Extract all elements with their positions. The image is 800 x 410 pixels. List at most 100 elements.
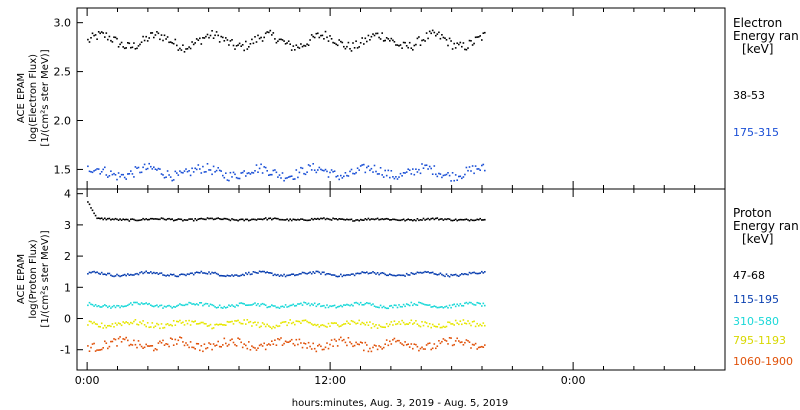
data-point bbox=[212, 37, 215, 39]
data-point bbox=[245, 40, 247, 43]
data-point bbox=[292, 321, 295, 324]
data-point bbox=[209, 323, 212, 326]
proton-ylabel: ACE EPAM log(Proton Flux) [1/(cm²s ster … bbox=[16, 230, 51, 327]
data-point bbox=[277, 306, 279, 309]
data-point bbox=[433, 31, 436, 34]
data-point bbox=[174, 219, 177, 221]
data-point bbox=[269, 173, 272, 176]
data-point bbox=[375, 32, 377, 35]
data-point bbox=[251, 273, 253, 275]
data-point bbox=[281, 305, 284, 308]
data-point bbox=[307, 44, 310, 46]
data-point bbox=[151, 272, 154, 275]
data-point bbox=[249, 304, 252, 306]
data-point bbox=[133, 320, 135, 323]
data-point bbox=[277, 338, 279, 340]
data-point bbox=[438, 218, 440, 221]
data-point bbox=[294, 344, 296, 347]
data-point bbox=[419, 44, 422, 46]
data-point bbox=[192, 321, 195, 323]
data-point bbox=[237, 337, 239, 339]
data-point bbox=[467, 47, 469, 49]
data-point bbox=[292, 178, 295, 180]
data-point bbox=[447, 343, 449, 345]
data-point bbox=[474, 219, 477, 221]
data-point bbox=[231, 320, 233, 323]
data-point bbox=[197, 39, 200, 41]
data-point bbox=[451, 323, 454, 325]
data-point bbox=[389, 40, 391, 42]
data-point bbox=[218, 169, 221, 172]
data-point bbox=[104, 304, 106, 306]
data-point bbox=[416, 345, 419, 348]
data-point bbox=[165, 38, 167, 40]
data-point bbox=[133, 274, 135, 276]
data-point bbox=[292, 342, 295, 345]
data-point bbox=[217, 217, 219, 219]
data-point bbox=[404, 323, 406, 326]
data-point bbox=[240, 341, 242, 344]
data-point bbox=[399, 305, 402, 308]
data-point bbox=[180, 273, 183, 275]
data-point bbox=[427, 271, 429, 273]
data-point bbox=[269, 29, 272, 32]
data-point bbox=[110, 274, 112, 277]
data-point bbox=[453, 324, 455, 326]
data-point bbox=[278, 38, 281, 41]
data-point bbox=[387, 344, 390, 347]
data-point bbox=[484, 169, 486, 172]
data-point bbox=[474, 304, 477, 306]
data-point bbox=[202, 304, 204, 307]
data-point bbox=[320, 273, 322, 275]
data-point bbox=[150, 32, 152, 34]
data-point bbox=[336, 324, 339, 326]
data-point bbox=[116, 273, 118, 276]
data-point bbox=[419, 347, 422, 350]
data-point bbox=[381, 326, 383, 328]
data-point bbox=[298, 171, 301, 174]
data-point bbox=[105, 174, 108, 176]
data-point bbox=[263, 342, 265, 345]
data-point bbox=[309, 304, 311, 307]
data-point bbox=[269, 326, 272, 328]
data-point bbox=[435, 305, 437, 308]
data-point bbox=[444, 339, 446, 341]
data-point bbox=[366, 218, 368, 221]
data-point bbox=[367, 324, 370, 326]
data-point bbox=[128, 274, 131, 276]
data-point bbox=[169, 323, 172, 326]
data-point bbox=[431, 323, 434, 326]
data-point bbox=[372, 271, 374, 273]
data-point bbox=[458, 275, 460, 277]
data-point bbox=[232, 218, 235, 221]
data-point bbox=[477, 218, 480, 221]
data-point bbox=[199, 218, 201, 220]
data-point bbox=[376, 173, 379, 175]
data-point bbox=[209, 169, 212, 171]
data-point bbox=[349, 170, 351, 173]
data-point bbox=[177, 304, 180, 307]
data-point bbox=[278, 174, 281, 176]
data-point bbox=[268, 217, 270, 220]
data-point bbox=[139, 321, 141, 323]
data-point bbox=[208, 324, 210, 327]
data-point bbox=[252, 42, 255, 45]
data-point bbox=[130, 321, 132, 324]
proton-legend-item-1: 47-68 bbox=[733, 269, 765, 282]
data-point bbox=[382, 305, 385, 308]
data-point bbox=[462, 273, 465, 276]
data-point bbox=[99, 32, 101, 35]
data-point bbox=[290, 175, 293, 177]
data-point bbox=[202, 350, 204, 353]
data-point bbox=[335, 306, 337, 309]
data-point bbox=[355, 341, 357, 344]
data-point bbox=[442, 325, 445, 328]
data-point bbox=[264, 348, 267, 351]
data-point bbox=[237, 319, 239, 322]
data-point bbox=[96, 271, 98, 273]
data-point bbox=[367, 272, 370, 275]
electron-legend-title-1: Electron bbox=[733, 16, 782, 30]
data-point bbox=[430, 217, 432, 220]
data-point bbox=[448, 37, 451, 40]
data-point bbox=[217, 306, 219, 309]
